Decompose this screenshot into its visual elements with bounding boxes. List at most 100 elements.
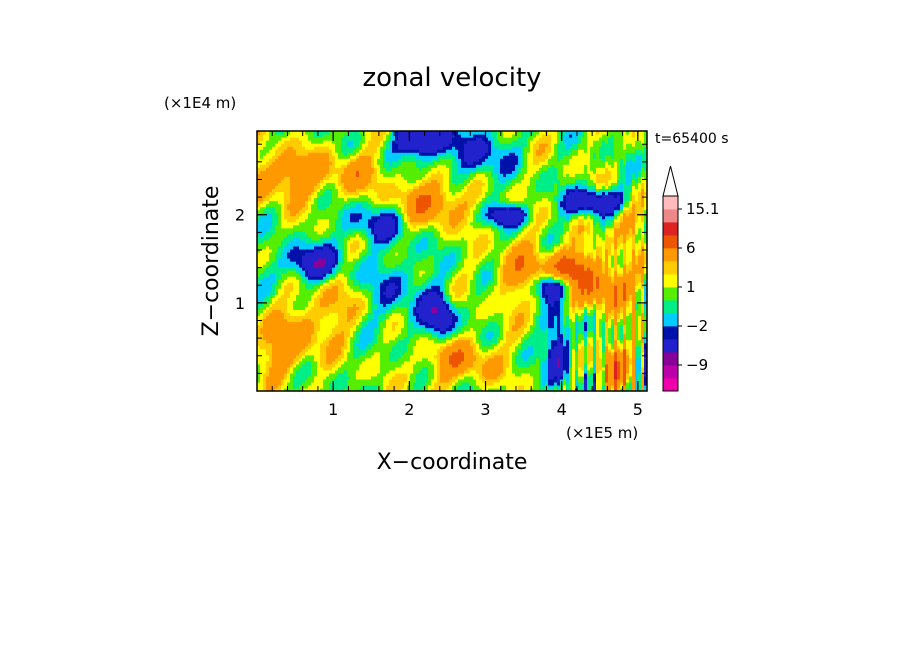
heatmap-cell bbox=[428, 363, 432, 368]
heatmap-cell bbox=[365, 327, 369, 332]
heatmap-cell bbox=[635, 372, 639, 377]
heatmap-cell bbox=[323, 315, 327, 320]
heatmap-cell bbox=[395, 327, 399, 332]
heatmap-cell bbox=[308, 291, 312, 295]
heatmap-cell bbox=[359, 360, 363, 365]
heatmap-cell bbox=[434, 357, 438, 362]
heatmap-cell bbox=[557, 372, 561, 377]
heatmap-cell bbox=[389, 354, 393, 359]
heatmap-cell bbox=[434, 309, 438, 313]
heatmap-cell bbox=[287, 324, 291, 329]
heatmap-cell bbox=[407, 309, 411, 313]
heatmap-cell bbox=[311, 294, 315, 298]
heatmap-cell bbox=[341, 318, 345, 323]
heatmap-cell bbox=[428, 288, 432, 292]
heatmap-cell bbox=[395, 366, 399, 371]
heatmap-cell bbox=[584, 351, 588, 356]
heatmap-cell bbox=[515, 336, 519, 341]
heatmap-cell bbox=[506, 375, 510, 380]
heatmap-cell bbox=[272, 333, 276, 338]
heatmap-cell bbox=[524, 384, 528, 389]
heatmap-cell bbox=[404, 387, 408, 391]
heatmap-cell bbox=[275, 288, 279, 292]
heatmap-cell bbox=[374, 291, 378, 295]
heatmap-cell bbox=[566, 378, 570, 383]
heatmap-cell bbox=[410, 351, 414, 356]
heatmap-cell bbox=[551, 366, 555, 371]
heatmap-cell bbox=[314, 318, 318, 323]
heatmap-cell bbox=[269, 378, 273, 383]
heatmap-cell bbox=[278, 345, 282, 350]
heatmap-cell bbox=[533, 372, 537, 377]
heatmap-cell bbox=[632, 387, 636, 391]
heatmap-cell bbox=[527, 363, 531, 368]
heatmap-cell bbox=[395, 303, 399, 307]
heatmap-cell bbox=[524, 378, 528, 383]
heatmap-cell bbox=[605, 348, 609, 353]
heatmap-cell bbox=[425, 321, 429, 326]
heatmap-cell bbox=[314, 366, 318, 371]
heatmap-cell bbox=[455, 369, 459, 374]
heatmap-cell bbox=[593, 294, 597, 298]
heatmap-cell bbox=[266, 336, 270, 341]
heatmap-cell bbox=[542, 354, 546, 359]
heatmap-cell bbox=[644, 354, 647, 359]
heatmap-cell bbox=[629, 354, 633, 359]
heatmap-cell bbox=[350, 363, 354, 368]
heatmap-cell bbox=[344, 300, 348, 304]
heatmap-cell bbox=[527, 300, 531, 304]
heatmap-cell bbox=[542, 318, 546, 323]
heatmap-cell bbox=[476, 387, 480, 391]
heatmap-cell bbox=[437, 294, 441, 298]
heatmap-cell bbox=[482, 321, 486, 326]
heatmap-cell bbox=[260, 300, 264, 304]
heatmap-cell bbox=[428, 378, 432, 383]
heatmap-cell bbox=[527, 348, 531, 353]
heatmap-cell bbox=[299, 345, 303, 350]
heatmap-cell bbox=[329, 345, 333, 350]
heatmap-cell bbox=[641, 324, 645, 329]
heatmap-cell bbox=[443, 309, 447, 313]
heatmap-cell bbox=[512, 291, 516, 295]
heatmap-cell bbox=[524, 294, 528, 298]
heatmap-cell bbox=[269, 327, 273, 332]
heatmap-cell bbox=[545, 363, 549, 368]
heatmap-cell bbox=[473, 318, 477, 323]
heatmap-cell bbox=[596, 312, 600, 317]
heatmap-cell bbox=[278, 339, 282, 344]
heatmap-cell bbox=[536, 387, 540, 391]
heatmap-cell bbox=[329, 297, 333, 301]
heatmap-cell bbox=[395, 336, 399, 341]
heatmap-cell bbox=[512, 378, 516, 383]
heatmap-cell bbox=[389, 330, 393, 335]
heatmap-cell bbox=[362, 312, 366, 317]
heatmap-cell bbox=[560, 345, 564, 350]
heatmap-cell bbox=[377, 294, 381, 298]
heatmap-cell bbox=[443, 291, 447, 295]
heatmap-cell bbox=[581, 291, 585, 295]
heatmap-cell bbox=[644, 384, 647, 389]
heatmap-cell bbox=[449, 315, 453, 320]
heatmap-cell bbox=[551, 387, 555, 391]
heatmap-cell bbox=[410, 318, 414, 323]
heatmap-cell bbox=[299, 366, 303, 371]
heatmap-cell bbox=[512, 321, 516, 326]
heatmap-cell bbox=[452, 318, 456, 323]
heatmap-cell bbox=[335, 291, 339, 295]
heatmap-cell bbox=[401, 348, 405, 353]
heatmap-cell bbox=[311, 336, 315, 341]
heatmap-cell bbox=[257, 378, 261, 383]
heatmap-cell bbox=[260, 378, 264, 383]
heatmap-cell bbox=[329, 288, 333, 292]
heatmap-cell bbox=[533, 336, 537, 341]
heatmap-cell bbox=[524, 363, 528, 368]
heatmap-cell bbox=[329, 357, 333, 362]
heatmap-cell bbox=[419, 318, 423, 323]
heatmap-cell bbox=[317, 315, 321, 320]
heatmap-cell bbox=[593, 360, 597, 365]
heatmap-cell bbox=[380, 336, 384, 341]
heatmap-cell bbox=[608, 375, 612, 380]
heatmap-cell bbox=[482, 387, 486, 391]
heatmap-cell bbox=[488, 303, 492, 307]
heatmap-cell bbox=[332, 351, 336, 356]
